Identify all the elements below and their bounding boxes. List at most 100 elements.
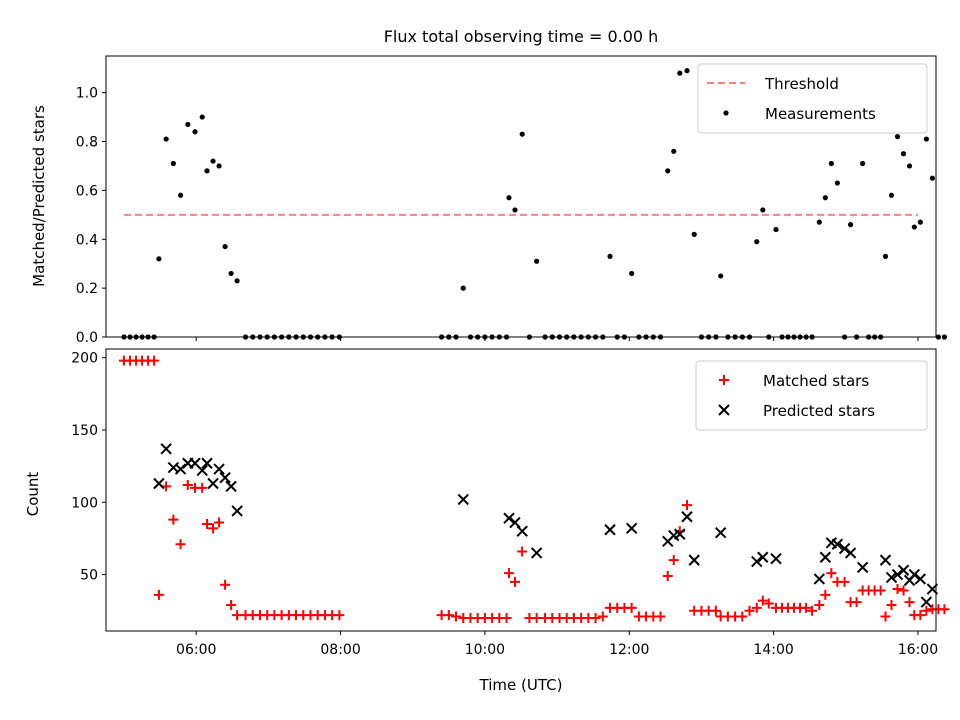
top-y-tick-label: 0.2 — [76, 281, 98, 297]
bottom-x-tick-label: 08:00 — [320, 642, 360, 658]
predicted-star-point — [838, 542, 851, 555]
bottom-panel: 50 100 150 200 06:00 08:00 10:00 12:00 14:00 16:… — [24, 348, 950, 694]
predicted-star-point — [457, 493, 469, 506]
predicted-star-point — [856, 561, 869, 574]
matched-star-point — [182, 479, 193, 490]
bottom-x-tick-label: 12:00 — [609, 642, 649, 658]
measurement-point — [894, 134, 901, 140]
matched-star-point — [655, 611, 666, 622]
predicted-star-point — [844, 547, 857, 559]
predicted-star-point — [819, 551, 832, 563]
matched-star-point — [839, 576, 850, 587]
predicted-star-point — [174, 463, 187, 475]
measurement-point — [216, 163, 222, 169]
matched-star-point — [939, 604, 950, 615]
bottom-x-ticks: 06:00 08:00 10:00 12:00 14:00 16:00 — [176, 631, 938, 658]
predicted-star-point — [908, 568, 921, 581]
matched-star-point — [153, 589, 164, 600]
predicted-star-point — [207, 477, 219, 490]
matched-star-point — [826, 568, 837, 579]
bottom-y-tick-label: 200 — [71, 351, 98, 367]
measurement-point — [882, 253, 889, 259]
matched-star-point — [820, 589, 831, 600]
measurement-point — [185, 121, 191, 128]
predicted-star-point — [914, 573, 927, 585]
predicted-star-point — [225, 480, 237, 493]
matched-star-point — [763, 598, 774, 609]
predicted-star-point — [509, 516, 521, 529]
matched-star-point — [807, 605, 818, 616]
measurement-point — [665, 168, 671, 174]
matched-star-point — [880, 611, 891, 622]
matched-star-point — [801, 602, 812, 613]
predicted-star-point — [920, 596, 933, 608]
predicted-star-point — [879, 554, 892, 566]
matched-star-point — [751, 602, 762, 613]
measurement-point — [228, 270, 234, 277]
matched-star-point — [451, 611, 462, 622]
predicted-star-point — [201, 457, 213, 469]
measurement-point — [718, 273, 724, 279]
bottom-y-tick-label: 50 — [80, 568, 98, 584]
legend-measurement-swatch — [723, 110, 729, 116]
top-x-ticks — [195, 337, 919, 341]
predicted-star-point — [503, 512, 515, 524]
legend-label: Predicted stars — [763, 402, 875, 420]
bottom-x-tick-label: 16:00 — [898, 642, 938, 658]
bottom-legend: Matched stars Predicted stars — [695, 360, 928, 431]
matched-star-point — [744, 605, 755, 616]
measurement-point — [156, 256, 162, 262]
top-panel: 0.0 0.2 0.4 0.6 0.8 1.0 Matched/Predicted sta… — [30, 55, 948, 346]
predicted-star-point — [625, 522, 638, 535]
matched-star-point — [590, 612, 601, 623]
top-y-tick-label: 0.0 — [76, 330, 98, 346]
top-y-tick-label: 0.6 — [76, 183, 98, 199]
matched-star-point — [220, 579, 231, 590]
measurement-point — [677, 70, 683, 76]
measurement-point — [911, 224, 917, 230]
matched-star-point — [334, 610, 345, 621]
predicted-star-point — [530, 547, 543, 559]
bottom-x-tick-label: 06:00 — [176, 642, 216, 658]
matched-star-point — [915, 610, 926, 621]
measurement-point — [684, 68, 690, 74]
predicted-star-point — [891, 568, 904, 581]
matched-star-point — [517, 546, 528, 557]
matched-star-point — [737, 611, 748, 622]
measurement-point — [917, 219, 923, 225]
measurement-point — [234, 278, 240, 284]
measurement-point — [192, 129, 198, 135]
top-y-tick-label: 0.8 — [76, 135, 98, 151]
matched-star-point — [202, 518, 213, 529]
predicted-star-point — [770, 552, 782, 565]
matched-star-point — [214, 517, 225, 528]
bottom-y-tick-label: 100 — [71, 495, 98, 511]
matched-star-point — [232, 610, 243, 621]
measurement-point — [512, 207, 518, 213]
measurement-point — [760, 207, 766, 213]
matched-star-point — [662, 571, 673, 582]
measurement-point — [199, 114, 205, 120]
bottom-x-tick-label: 14:00 — [753, 642, 793, 658]
matched-star-point — [509, 576, 520, 587]
legend-matched-swatch — [719, 375, 729, 385]
measurement-point — [847, 222, 854, 228]
predicted-star-point — [757, 551, 769, 563]
measurement-point — [900, 151, 907, 157]
measurement-point — [204, 168, 210, 174]
measurement-point — [534, 258, 540, 264]
top-y-ticks: 0.0 0.2 0.4 0.6 0.8 1.0 — [76, 86, 106, 346]
predicted-star-point — [604, 524, 616, 536]
chart-title: Flux total observing time = 0.00 h — [384, 27, 659, 46]
matched-star-point — [443, 610, 454, 621]
predicted-star-point — [681, 511, 693, 523]
top-plot-frame — [105, 55, 937, 338]
matched-star-point — [668, 555, 679, 566]
measurement-point — [222, 243, 228, 250]
measurement-point — [773, 226, 779, 233]
bottom-y-ticks: 50 100 150 200 — [71, 351, 106, 584]
predicted-star-point — [813, 573, 826, 585]
x-axis-label: Time (UTC) — [479, 676, 563, 694]
matched-star-point — [904, 597, 915, 608]
